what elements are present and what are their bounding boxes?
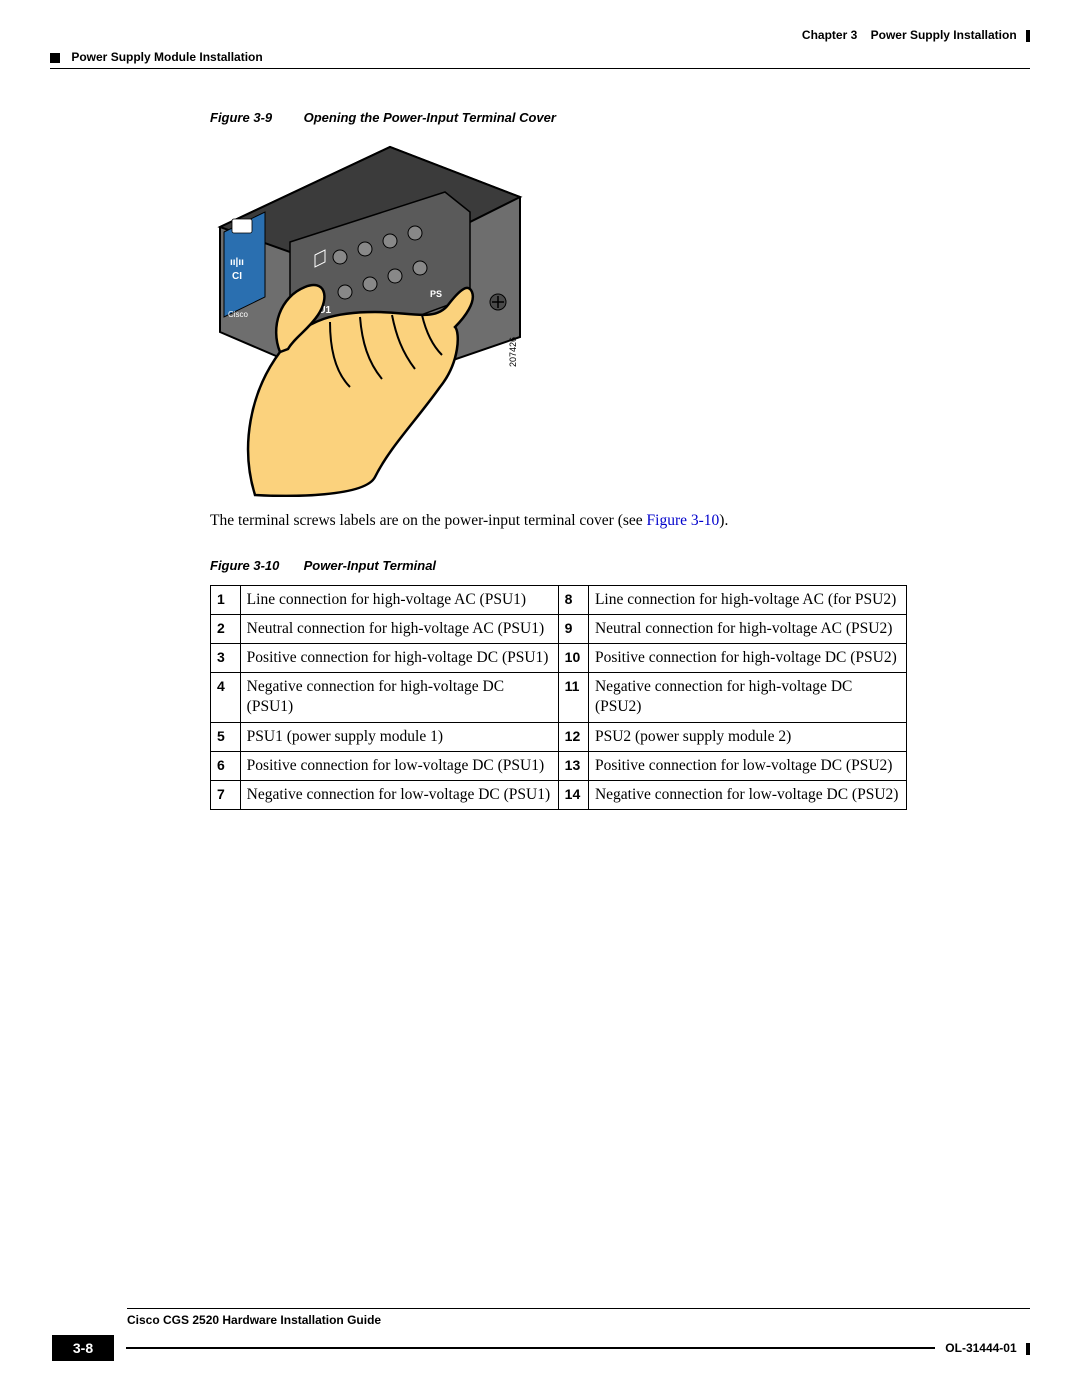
row-desc-left: Negative connection for high-voltage DC … [240,673,558,722]
row-num-left: 5 [211,722,241,751]
row-num-right: 13 [558,751,588,780]
hand-illustration [248,285,473,496]
ps-label: PS [430,289,442,299]
terminal-table: 1Line connection for high-voltage AC (PS… [210,585,907,810]
cisco-bars-label: ıı|ıı [230,257,244,268]
chapter-title: Power Supply Installation [871,28,1017,42]
page-footer: Cisco CGS 2520 Hardware Installation Gui… [52,1308,1030,1361]
figure-link[interactable]: Figure 3-10 [647,512,720,529]
page-number-box: 3-8 [52,1335,114,1361]
header-rule [50,68,1030,69]
table-row: 3Positive connection for high-voltage DC… [211,644,907,673]
row-desc-right: Positive connection for high-voltage DC … [588,644,906,673]
row-desc-left: Negative connection for low-voltage DC (… [240,780,558,809]
row-desc-left: PSU1 (power supply module 1) [240,722,558,751]
row-desc-right: Neutral connection for high-voltage AC (… [588,615,906,644]
header-chapter: Chapter 3 Power Supply Installation [802,28,1030,42]
table-row: 7Negative connection for low-voltage DC … [211,780,907,809]
table-row: 5PSU1 (power supply module 1)12PSU2 (pow… [211,722,907,751]
header-bar-icon [1026,30,1030,42]
cisco-text: Cisco [228,310,249,319]
row-num-right: 8 [558,585,588,614]
figure-9-label: Figure 3-9 [210,110,300,125]
footer-bottom-row: 3-8 OL-31444-01 [52,1335,1030,1361]
figure-10-title: Power-Input Terminal [304,558,436,573]
body-text-prefix: The terminal screws labels are on the po… [210,512,647,529]
row-desc-right: Negative connection for high-voltage DC … [588,673,906,722]
row-desc-right: Positive connection for low-voltage DC (… [588,751,906,780]
docnum-text: OL-31444-01 [945,1341,1016,1355]
row-num-left: 7 [211,780,241,809]
row-desc-left: Positive connection for low-voltage DC (… [240,751,558,780]
table-row: 6Positive connection for low-voltage DC … [211,751,907,780]
figure-10-label: Figure 3-10 [210,558,300,573]
body-text-suffix: ). [719,512,728,529]
row-num-right: 9 [558,615,588,644]
row-desc-left: Line connection for high-voltage AC (PSU… [240,585,558,614]
row-num-right: 14 [558,780,588,809]
row-num-left: 4 [211,673,241,722]
chapter-number: Chapter 3 [802,28,857,42]
row-num-right: 10 [558,644,588,673]
figure-9-caption: Figure 3-9 Opening the Power-Input Termi… [210,110,907,125]
table-row: 1Line connection for high-voltage AC (PS… [211,585,907,614]
table-row: 2Neutral connection for high-voltage AC … [211,615,907,644]
footer-guide-title: Cisco CGS 2520 Hardware Installation Gui… [127,1313,1030,1327]
footer-bar-icon [1026,1343,1030,1355]
page-content: Figure 3-9 Opening the Power-Input Termi… [210,110,907,810]
footer-thin-rule [127,1308,1030,1309]
row-num-left: 2 [211,615,241,644]
section-title: Power Supply Module Installation [71,50,262,64]
row-desc-right: PSU2 (power supply module 2) [588,722,906,751]
row-desc-right: Line connection for high-voltage AC (for… [588,585,906,614]
header-section: Power Supply Module Installation [50,50,263,64]
row-num-left: 6 [211,751,241,780]
section-bullet-icon [50,53,60,63]
table-row: 4Negative connection for high-voltage DC… [211,673,907,722]
footer-thick-rule [126,1347,935,1349]
row-desc-right: Negative connection for low-voltage DC (… [588,780,906,809]
image-annotation-number: 207426 [508,337,518,367]
cisco-ci-label: CI [232,271,242,282]
figure-9-illustration: ıı|ıı CI Cisco PSU1 PS [210,137,530,497]
row-num-left: 3 [211,644,241,673]
row-num-left: 1 [211,585,241,614]
body-paragraph: The terminal screws labels are on the po… [210,511,907,532]
row-desc-left: Positive connection for high-voltage DC … [240,644,558,673]
row-num-right: 12 [558,722,588,751]
usb-label-icon [232,219,252,233]
footer-docnum: OL-31444-01 [945,1341,1030,1355]
row-num-right: 11 [558,673,588,722]
figure-10-caption: Figure 3-10 Power-Input Terminal [210,558,907,573]
figure-9-title: Opening the Power-Input Terminal Cover [304,110,556,125]
row-desc-left: Neutral connection for high-voltage AC (… [240,615,558,644]
